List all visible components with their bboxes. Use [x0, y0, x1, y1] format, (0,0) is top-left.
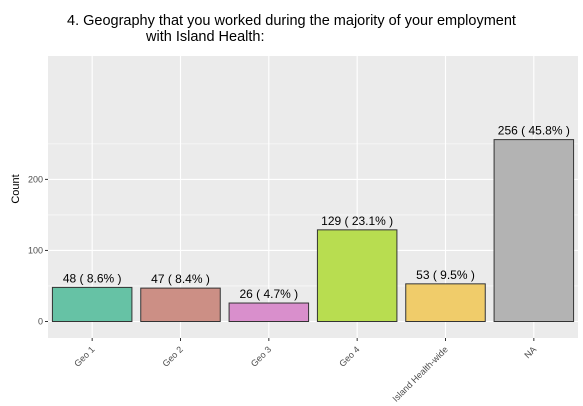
data-label: 256 ( 45.8% ) — [498, 124, 570, 138]
chart-title: 4. Geography that you worked during the … — [67, 13, 516, 29]
bar — [493, 139, 575, 322]
y-tick-label: 100 — [28, 245, 43, 255]
bar — [228, 302, 310, 323]
data-label: 26 ( 4.7% ) — [239, 287, 298, 301]
x-axis-ticks: Geo 1 Geo 2 Geo 3 Geo 4 Island Health-wide NA — [72, 338, 538, 404]
chart-subtitle: with Island Health: — [145, 29, 264, 45]
x-tick-label: Geo 4 — [337, 344, 361, 368]
bar — [316, 229, 398, 323]
y-axis-label: Count — [10, 174, 22, 203]
bars — [51, 139, 575, 323]
bar — [405, 283, 486, 323]
x-tick-label: Geo 3 — [249, 344, 273, 368]
data-label: 53 ( 9.5% ) — [416, 268, 475, 282]
data-label: 48 ( 8.6% ) — [63, 271, 122, 285]
bar — [51, 286, 133, 322]
x-tick-label: Geo 2 — [160, 344, 184, 368]
x-tick-label: NA — [522, 344, 538, 360]
x-tick-label: Geo 1 — [72, 344, 96, 368]
data-label: 47 ( 8.4% ) — [151, 272, 210, 286]
bar — [140, 287, 221, 323]
y-tick-label: 0 — [38, 317, 43, 327]
data-label: 129 ( 23.1% ) — [321, 214, 393, 228]
plot-panel — [48, 56, 578, 338]
data-labels: 48 ( 8.6% ) 47 ( 8.4% ) 26 ( 4.7% ) 129 ( 2… — [63, 124, 570, 301]
x-tick-label: Island Health-wide — [390, 344, 449, 403]
y-axis-ticks: 0 100 200 — [28, 174, 48, 327]
y-tick-label: 200 — [28, 174, 43, 184]
